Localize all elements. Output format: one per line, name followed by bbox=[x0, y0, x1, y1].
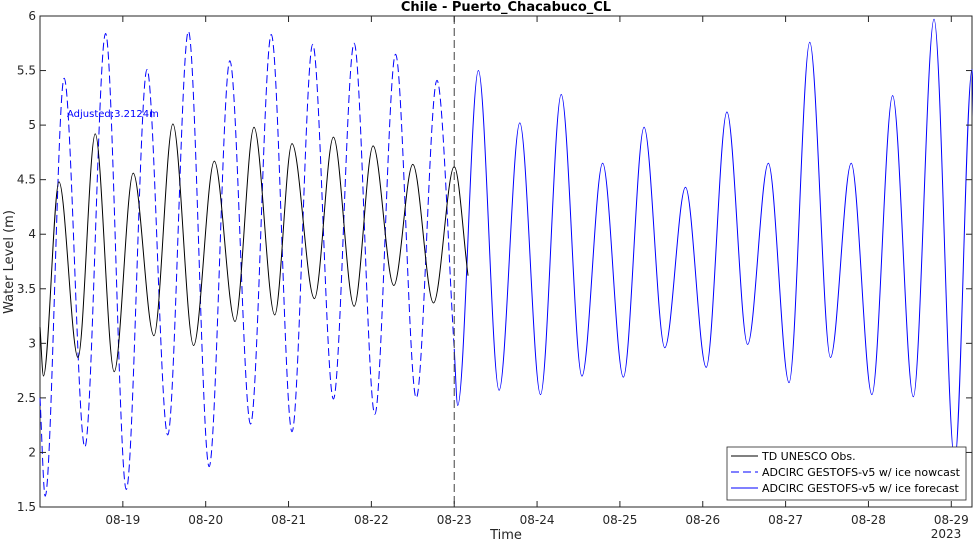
legend: TD UNESCO Obs. ADCIRC GESTOFS-v5 w/ ice … bbox=[726, 446, 967, 501]
adjustment-annotation: Adjusted:3.2124m bbox=[67, 109, 159, 120]
y-tick-label: 2 bbox=[28, 445, 36, 459]
x-tick-label: 08-28 bbox=[851, 513, 886, 527]
x-tick-label: 08-22 bbox=[354, 513, 389, 527]
y-axis: 1.5 2 2.5 3 3.5 4 4.5 5 5.5 6 bbox=[17, 9, 972, 514]
legend-entry-nowcast: ADCIRC GESTOFS-v5 w/ ice nowcast bbox=[762, 466, 961, 479]
x-tick-label: 08-25 bbox=[602, 513, 637, 527]
x-tick-label: 08-24 bbox=[520, 513, 555, 527]
y-tick-label: 5.5 bbox=[17, 64, 36, 78]
chart-title: Chile - Puerto_Chacabuco_CL bbox=[401, 0, 611, 15]
legend-entry-obs: TD UNESCO Obs. bbox=[761, 450, 856, 463]
x-tick-label: 08-29 bbox=[934, 513, 969, 527]
y-tick-label: 4.5 bbox=[17, 173, 36, 187]
series-line-forecast bbox=[453, 18, 973, 462]
series-line-nowcast bbox=[39, 30, 455, 497]
y-tick-label: 4 bbox=[28, 227, 36, 241]
y-tick-label: 3 bbox=[28, 336, 36, 350]
y-tick-label: 2.5 bbox=[17, 391, 36, 405]
y-tick-label: 1.5 bbox=[17, 500, 36, 514]
year-label: 2023 bbox=[931, 527, 962, 541]
series-layer bbox=[39, 18, 973, 497]
x-axis-label: Time bbox=[489, 528, 522, 541]
x-tick-label: 08-27 bbox=[768, 513, 803, 527]
x-tick-label: 08-19 bbox=[105, 513, 140, 527]
y-tick-label: 3.5 bbox=[17, 282, 36, 296]
x-tick-label: 08-20 bbox=[188, 513, 223, 527]
x-axis: 08-19 08-20 08-21 08-22 08-23 08-24 08-25 08-26… bbox=[105, 16, 969, 527]
x-tick-label: 08-21 bbox=[271, 513, 306, 527]
x-tick-label: 08-23 bbox=[437, 513, 472, 527]
y-tick-label: 5 bbox=[28, 118, 36, 132]
plot-area bbox=[39, 15, 973, 508]
y-tick-label: 6 bbox=[28, 9, 36, 23]
y-axis-label: Water Level (m) bbox=[2, 210, 17, 314]
legend-entry-forecast: ADCIRC GESTOFS-v5 w/ ice forecast bbox=[762, 482, 960, 495]
series-line-obs bbox=[39, 123, 469, 377]
legend-box bbox=[726, 446, 967, 501]
x-tick-label: 08-26 bbox=[685, 513, 720, 527]
